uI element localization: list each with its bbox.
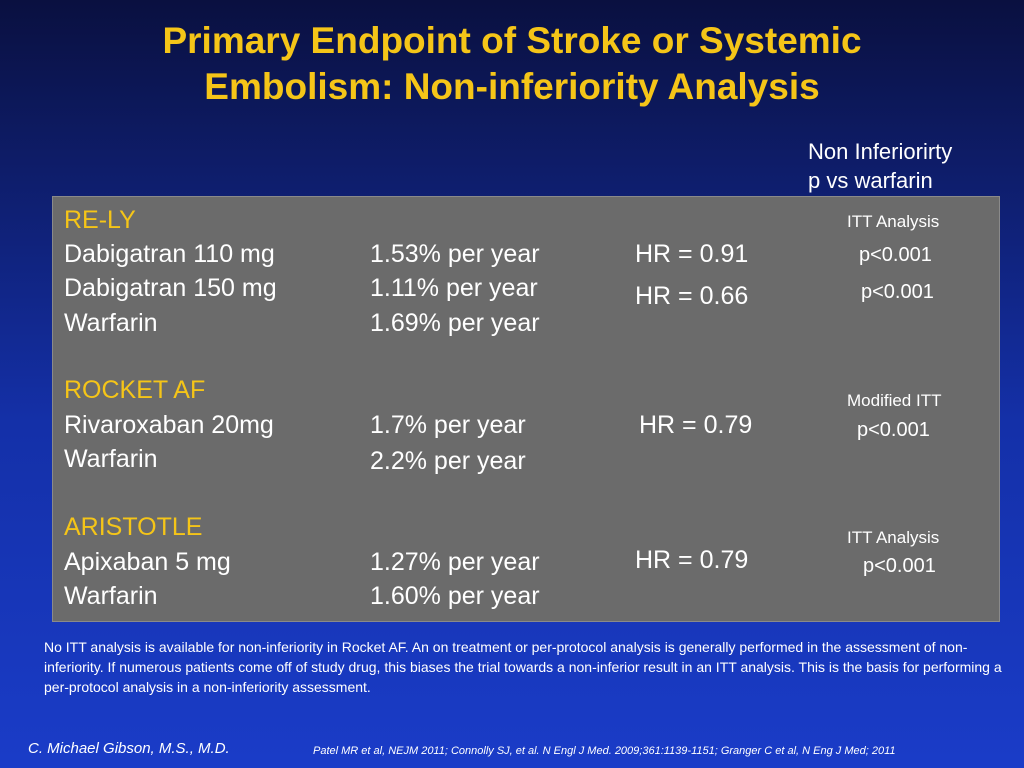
results-panel: RE-LY Dabigatran 110 mg 1.53% per year H… <box>52 196 1000 622</box>
analysis-type: ITT Analysis <box>847 528 940 547</box>
hazard-ratio: HR = 0.91 <box>635 240 749 268</box>
drug-label: Warfarin <box>64 309 158 337</box>
drug-label: Apixaban 5 mg <box>64 548 231 576</box>
slide-title: Primary Endpoint of Stroke or Systemic E… <box>0 18 1024 110</box>
ni-header-line-2: p vs warfarin <box>808 168 933 193</box>
p-value: p<0.001 <box>861 281 934 303</box>
non-inferiority-header: Non Inferiorirty p vs warfarin <box>808 137 952 195</box>
ni-header-line-1: Non Inferiorirty <box>808 139 953 164</box>
hazard-ratio: HR = 0.79 <box>635 546 749 574</box>
drug-label: Warfarin <box>64 445 158 473</box>
event-rate: 1.60% per year <box>370 582 540 610</box>
drug-label: Rivaroxaban 20mg <box>64 411 274 439</box>
p-value: p<0.001 <box>859 244 932 266</box>
event-rate: 2.2% per year <box>370 447 526 475</box>
author-credit: C. Michael Gibson, M.S., M.D. <box>28 740 230 757</box>
trial-name-aristotle: ARISTOTLE <box>64 513 203 541</box>
title-line-1: Primary Endpoint of Stroke or Systemic <box>162 20 862 61</box>
trial-name-rely: RE-LY <box>64 206 136 234</box>
analysis-type: Modified ITT <box>847 391 942 410</box>
analysis-type: ITT Analysis <box>847 212 940 231</box>
event-rate: 1.7% per year <box>370 411 526 439</box>
drug-label: Warfarin <box>64 582 158 610</box>
explanatory-note: No ITT analysis is available for non-inf… <box>44 639 1002 695</box>
event-rate: 1.11% per year <box>370 274 538 302</box>
trial-name-rocket-af: ROCKET AF <box>64 376 206 404</box>
event-rate: 1.27% per year <box>370 548 540 576</box>
drug-label: Dabigatran 110 mg <box>64 240 275 268</box>
hazard-ratio: HR = 0.66 <box>635 282 749 310</box>
references: Patel MR et al, NEJM 2011; Connolly SJ, … <box>313 745 896 757</box>
hazard-ratio: HR = 0.79 <box>639 411 753 439</box>
p-value: p<0.001 <box>857 419 930 441</box>
event-rate: 1.53% per year <box>370 240 540 268</box>
p-value: p<0.001 <box>863 555 936 577</box>
title-line-2: Embolism: Non-inferiority Analysis <box>204 66 820 107</box>
event-rate: 1.69% per year <box>370 309 540 337</box>
drug-label: Dabigatran 150 mg <box>64 274 277 302</box>
